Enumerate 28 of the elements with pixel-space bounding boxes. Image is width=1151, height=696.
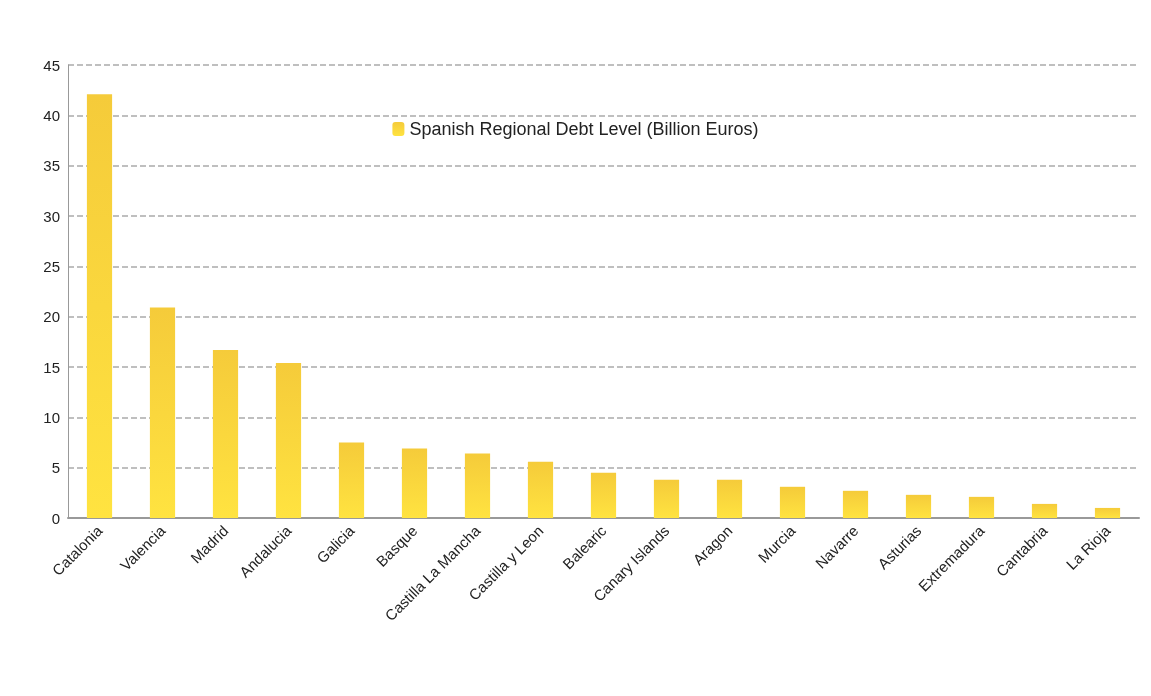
bar xyxy=(716,479,743,518)
bar xyxy=(527,461,554,518)
bar xyxy=(338,442,365,518)
y-tick-label: 25 xyxy=(43,257,60,275)
bar xyxy=(275,362,302,518)
y-tick-label: 5 xyxy=(51,459,60,477)
bar xyxy=(464,453,491,518)
bar xyxy=(149,307,176,518)
bar xyxy=(86,94,113,518)
bar xyxy=(905,494,932,518)
y-tick-label: 30 xyxy=(43,207,60,225)
y-tick-label: 10 xyxy=(43,408,60,426)
bar xyxy=(401,448,428,518)
y-tick-label: 15 xyxy=(43,358,60,376)
bar xyxy=(590,472,617,518)
y-tick-label: 40 xyxy=(43,106,60,124)
legend-label: Spanish Regional Debt Level (Billion Euros) xyxy=(409,119,759,139)
bar xyxy=(1031,503,1058,518)
bar xyxy=(779,486,806,518)
y-tick-label: 35 xyxy=(43,157,60,175)
bar xyxy=(968,496,995,518)
bar xyxy=(1094,507,1121,518)
bar xyxy=(212,349,239,518)
y-tick-label: 45 xyxy=(43,56,60,74)
bar xyxy=(653,479,680,518)
y-tick-label: 0 xyxy=(51,509,60,527)
y-tick-label: 20 xyxy=(43,308,60,326)
bar xyxy=(842,490,869,518)
